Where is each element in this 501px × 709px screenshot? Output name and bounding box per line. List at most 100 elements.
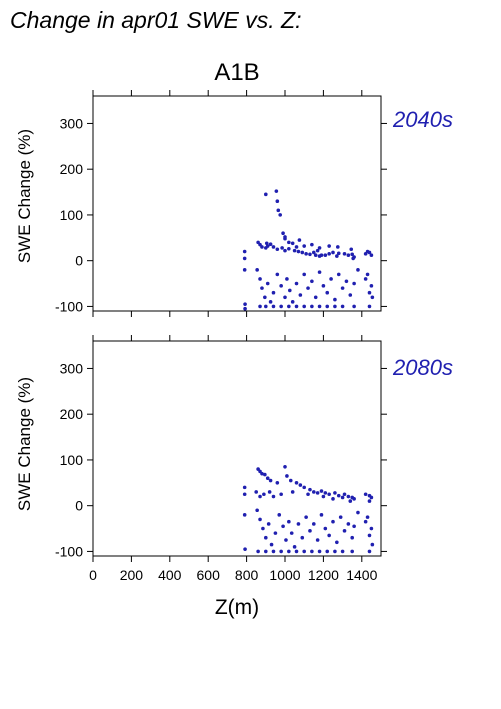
data-point (255, 268, 259, 272)
data-point (290, 490, 295, 494)
data-point (350, 535, 355, 540)
data-point (302, 304, 307, 309)
data-point (323, 526, 328, 531)
data-point (294, 549, 299, 554)
data-point (243, 302, 247, 306)
data-point (275, 272, 280, 277)
data-point (312, 250, 316, 255)
data-point (265, 476, 270, 481)
data-point (273, 531, 278, 535)
x-tick-label: 400 (158, 567, 182, 583)
data-point (296, 249, 301, 254)
data-point (287, 549, 291, 554)
data-point (256, 549, 260, 554)
data-point (265, 244, 270, 248)
data-point (280, 246, 284, 250)
data-point (346, 494, 351, 499)
data-point (352, 255, 356, 259)
data-point (294, 304, 299, 309)
data-point (317, 270, 322, 274)
data-point (302, 549, 307, 554)
data-point (363, 519, 368, 524)
data-point (288, 288, 292, 293)
data-point (370, 542, 375, 547)
data-point (323, 253, 328, 257)
y-axis: -100 0 100 200 300 (55, 115, 387, 314)
x-tick-label: 1400 (346, 567, 377, 583)
y-axis: -100 0 100 200 300 (55, 360, 387, 559)
data-point (264, 535, 268, 540)
data-point (290, 300, 295, 304)
data-point (265, 281, 270, 286)
data-point (310, 279, 314, 284)
scatter-points (242, 464, 375, 554)
data-point (242, 485, 247, 490)
data-point (300, 535, 305, 540)
data-point (363, 277, 368, 281)
data-point (365, 515, 370, 519)
data-point (348, 499, 353, 503)
data-point (298, 293, 303, 297)
data-point (287, 246, 291, 251)
data-point (255, 508, 259, 513)
data-point (292, 545, 297, 549)
data-point (285, 474, 289, 478)
data-point (279, 304, 283, 309)
data-point (350, 549, 355, 554)
y-tick-label: 100 (60, 452, 84, 468)
data-point (367, 499, 372, 503)
data-point (264, 304, 268, 309)
data-point (287, 519, 291, 524)
scenario-title: A1B (214, 59, 259, 86)
data-point (308, 529, 312, 533)
data-point (327, 244, 331, 248)
data-point (312, 490, 316, 494)
x-tick-label: 600 (197, 567, 221, 583)
x-tick-label: 1200 (308, 567, 339, 583)
data-point (268, 300, 273, 304)
plot-frame (92, 340, 382, 557)
data-point (348, 293, 353, 297)
data-point (310, 549, 314, 554)
data-point (346, 522, 351, 526)
y-tick-label: 0 (75, 498, 83, 514)
x-tick-label: 200 (120, 567, 144, 583)
data-point (243, 547, 247, 551)
data-point (349, 247, 354, 252)
data-point (317, 246, 322, 250)
data-point (304, 515, 308, 519)
y-tick-label: 200 (60, 161, 84, 177)
data-point (356, 268, 360, 272)
data-point (300, 250, 305, 255)
data-point (260, 471, 264, 476)
data-point (336, 272, 341, 277)
data-point (344, 279, 349, 284)
data-point (365, 272, 370, 277)
data-point (325, 304, 330, 309)
y-axis-label: SWE Change (%) (15, 129, 34, 263)
data-point (302, 272, 307, 277)
data-point (275, 481, 280, 485)
data-point (367, 533, 372, 538)
data-point (271, 245, 276, 249)
data-point (342, 252, 347, 256)
data-point (284, 538, 288, 542)
data-point (274, 189, 279, 193)
x-tick-label: 0 (89, 567, 97, 583)
data-point (254, 490, 258, 494)
data-point (258, 304, 262, 309)
data-point (327, 533, 331, 538)
data-point (342, 492, 347, 497)
x-tick-label: 1000 (269, 567, 300, 583)
data-point (267, 490, 272, 494)
data-point (363, 492, 368, 497)
data-point (279, 284, 283, 288)
data-point (261, 526, 265, 531)
data-point (277, 513, 282, 517)
data-point (292, 248, 297, 253)
data-point (336, 493, 341, 498)
data-point (333, 491, 337, 495)
data-point (276, 208, 281, 213)
data-point (258, 494, 262, 499)
data-point (297, 238, 302, 242)
